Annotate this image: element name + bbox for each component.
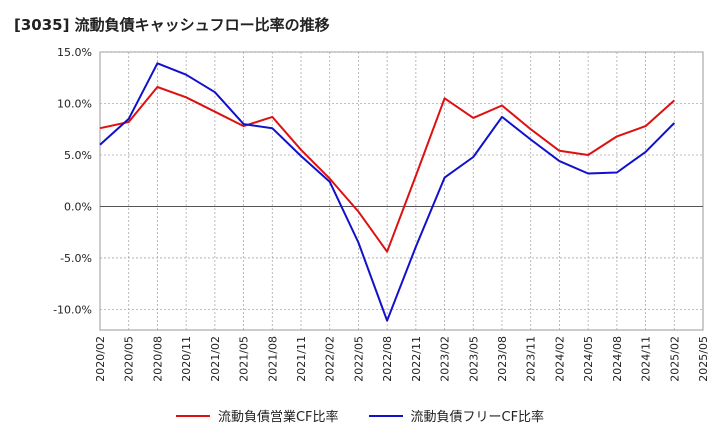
chart-title: [3035] 流動負債キャッシュフロー比率の推移 xyxy=(14,16,330,34)
x-tick-label: 2021/08 xyxy=(266,336,279,382)
series-line-1 xyxy=(99,62,676,322)
x-tick-label: 2023/08 xyxy=(496,336,509,382)
x-tick-label: 2022/05 xyxy=(352,336,365,382)
series-line-0 xyxy=(99,86,675,253)
y-tick-label: 15.0% xyxy=(57,46,92,59)
x-tick-label: 2024/05 xyxy=(582,336,595,382)
legend-item-free-cf: 流動負債フリーCF比率 xyxy=(368,406,545,425)
x-tick-label: 2025/05 xyxy=(697,336,710,382)
legend-label-operating-cf: 流動負債営業CF比率 xyxy=(217,410,339,425)
x-tick-label: 2023/02 xyxy=(439,336,452,382)
x-tick-label: 2024/02 xyxy=(553,336,566,382)
x-tick-label: 2025/02 xyxy=(668,336,681,382)
y-tick-label: -10.0% xyxy=(53,303,92,316)
x-tick-label: 2020/02 xyxy=(94,336,107,382)
axes: 15.0% 10.0% 5.0% 0.0% -5.0% -10.0% 2020/02 2020… xyxy=(53,46,710,382)
x-tick-label: 2023/11 xyxy=(525,336,538,382)
y-tick-label: 5.0% xyxy=(64,149,92,162)
y-tick-label: -5.0% xyxy=(60,252,92,265)
x-tick-label: 2020/11 xyxy=(180,336,193,382)
x-tick-label: 2022/02 xyxy=(324,336,337,382)
legend-swatch-free-cf xyxy=(368,414,403,417)
x-tick-label: 2021/02 xyxy=(209,336,222,382)
x-tick-label: 2020/08 xyxy=(151,336,164,382)
series-lines xyxy=(99,62,676,322)
x-tick-label: 2024/11 xyxy=(640,336,653,382)
plot-area xyxy=(99,51,704,331)
x-tick-label: 2024/08 xyxy=(611,336,624,382)
x-tick-label: 2020/05 xyxy=(123,336,136,382)
legend-swatch-operating-cf xyxy=(175,414,210,417)
x-tick-label: 2021/05 xyxy=(238,336,251,382)
y-tick-label: 10.0% xyxy=(57,97,92,110)
legend-label-free-cf: 流動負債フリーCF比率 xyxy=(410,410,545,425)
legend: 流動負債営業CF比率 流動負債フリーCF比率 xyxy=(0,406,720,425)
x-tick-label: 2022/08 xyxy=(381,336,394,382)
x-tick-label: 2021/11 xyxy=(295,336,308,382)
x-tick-label: 2022/11 xyxy=(410,336,423,382)
legend-item-operating-cf: 流動負債営業CF比率 xyxy=(175,406,339,425)
x-tick-label: 2023/05 xyxy=(467,336,480,382)
y-tick-label: 0.0% xyxy=(64,200,92,213)
